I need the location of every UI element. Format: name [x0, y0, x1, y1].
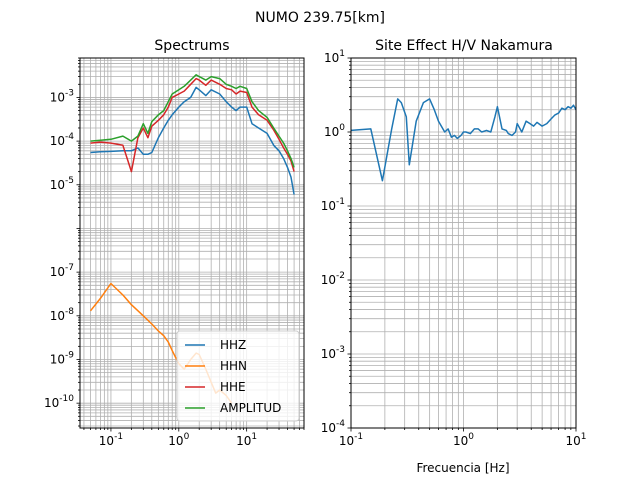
hv-grid: [350, 57, 577, 429]
x-tick-label: 100: [168, 432, 189, 448]
x-tick-label: 100: [453, 432, 474, 448]
y-tick-label: 10-2: [321, 271, 345, 287]
spectrums-grid: [80, 57, 305, 428]
y-tick-label: 10-10: [44, 394, 74, 410]
hv-ticks: 10-1 100 101 10-4 10-3 10-2 10-1 100 101: [321, 49, 587, 448]
spectrums-series: [89, 74, 295, 404]
hv-xlabel: Frecuencia [Hz]: [416, 461, 509, 475]
legend-label: AMPLITUD: [220, 401, 281, 415]
y-tick-label: 100: [324, 123, 345, 139]
y-tick-label: 10-3: [50, 88, 74, 104]
spectrums-axes: Spectrums 10-1 100 10110-1010-910-810-710-…: [44, 38, 305, 448]
x-tick-label: 101: [565, 432, 586, 448]
spectrums-title: Spectrums: [154, 38, 229, 54]
series-line-hhe: [90, 77, 295, 173]
spectrums-frame: [79, 57, 305, 429]
series-line-hhz: [90, 86, 295, 195]
spectrums-legend: HHZ HHN HHE AMPLITUD: [176, 330, 300, 422]
series-line-amplitud: [90, 74, 295, 168]
legend-label: HHZ: [220, 338, 246, 352]
spectrums-ticks: 10-1 100 101 10-10 10-9 10-8 10-7 10-5 10-4 10-3: [44, 57, 305, 448]
x-tick-label: 10-1: [99, 432, 123, 448]
hv-axes: Site Effect H/V Nakamura 10-1 100 10110-41…: [321, 38, 587, 475]
figure-suptitle: NUMO 239.75[km]: [255, 10, 385, 26]
legend-label: HHE: [220, 380, 246, 394]
series-line-hv: [350, 98, 577, 182]
hv-series: [350, 98, 577, 182]
y-tick-label: 10-1: [321, 197, 345, 213]
y-tick-label: 10-7: [50, 263, 74, 279]
y-tick-label: 10-5: [50, 176, 74, 192]
y-tick-label: 10-8: [50, 307, 75, 323]
x-tick-label: 10-1: [339, 432, 363, 448]
y-tick-label: 10-4: [321, 419, 346, 435]
y-tick-label: 10-3: [321, 345, 345, 361]
y-tick-label: 101: [324, 49, 345, 65]
hv-title: Site Effect H/V Nakamura: [375, 38, 553, 54]
x-tick-label: 101: [236, 432, 257, 448]
y-tick-label: 10-9: [50, 350, 75, 366]
legend-label: HHN: [220, 359, 247, 373]
legend-box: [176, 330, 300, 422]
y-tick-label: 10-4: [50, 132, 75, 148]
